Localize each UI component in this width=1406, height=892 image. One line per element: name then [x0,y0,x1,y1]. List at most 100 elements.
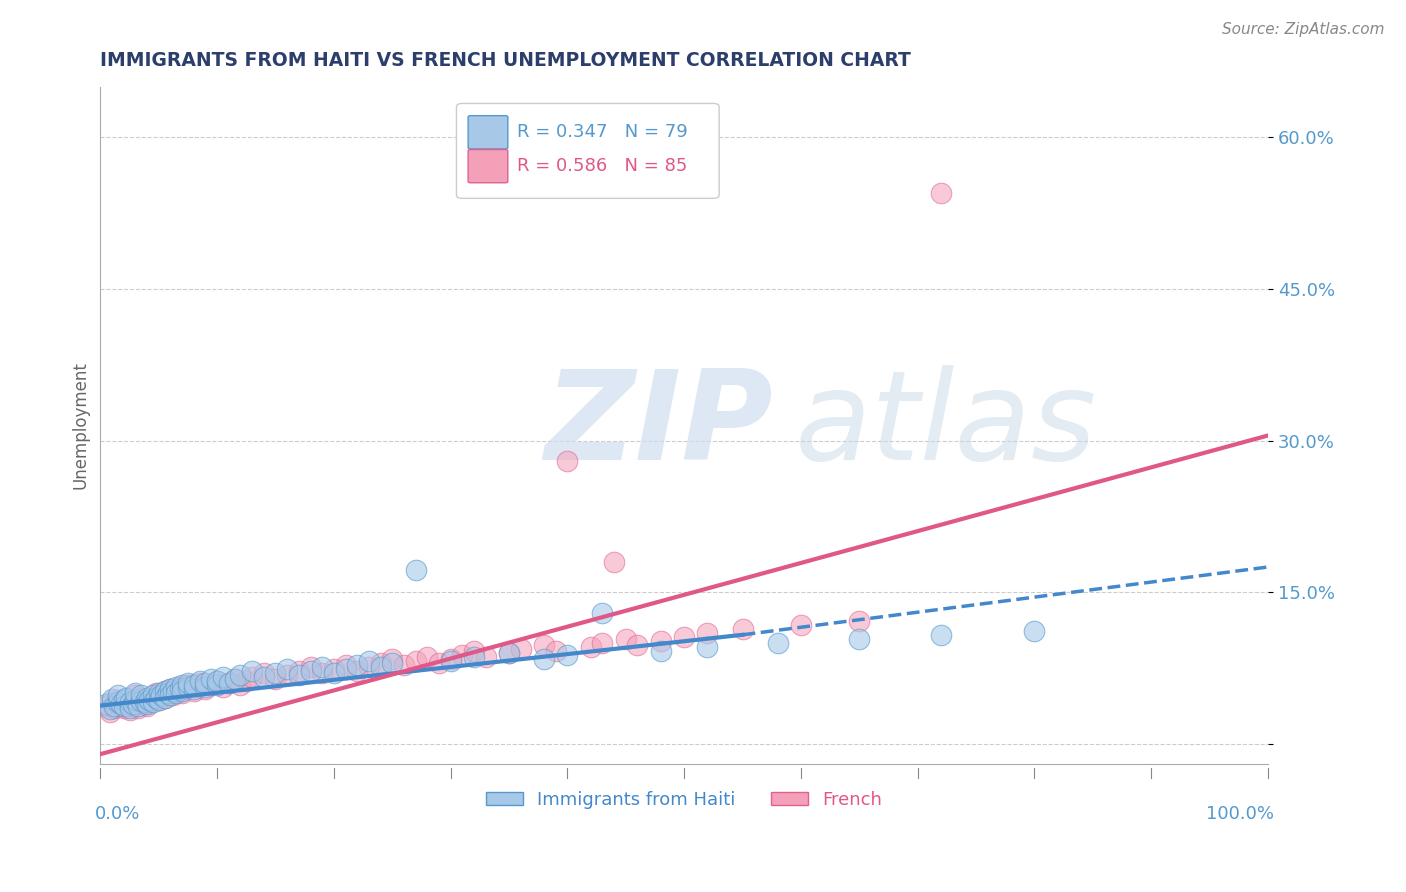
Point [136,697,159,711]
Point [127,698,149,713]
Point [165,684,187,698]
Point [848,614,870,628]
Point [439,652,461,666]
Point [498,646,520,660]
Point [357,660,380,674]
Point [370,656,392,670]
Point [405,654,427,668]
Point [212,670,235,684]
Point [229,678,252,692]
Point [136,690,159,705]
Point [463,650,485,665]
Point [235,674,257,689]
Point [346,664,368,678]
Point [107,692,129,706]
Point [188,674,211,689]
Point [381,656,404,670]
Point [276,662,298,676]
Point [157,686,180,700]
Point [288,668,311,682]
Point [288,664,311,678]
Point [696,640,718,654]
Point [159,682,181,697]
Point [162,689,184,703]
Point [439,654,461,668]
Point [276,668,298,682]
Text: Source: ZipAtlas.com: Source: ZipAtlas.com [1222,22,1385,37]
Point [591,636,613,650]
Point [848,632,870,646]
Point [96,697,118,711]
Point [142,694,165,708]
Point [205,674,228,689]
Point [299,664,322,678]
Point [224,673,246,687]
Point [172,684,194,698]
Point [96,698,118,713]
Point [129,696,152,710]
Point [134,697,156,711]
Point [150,689,173,703]
Point [124,692,146,706]
Point [112,700,135,714]
Point [509,642,531,657]
Point [107,694,129,708]
Point [153,684,176,698]
Point [790,617,813,632]
Point [194,681,217,695]
Point [311,660,333,674]
Text: 0.0%: 0.0% [94,805,139,823]
Point [264,666,287,681]
Point [112,692,135,706]
Point [579,640,602,654]
Point [138,694,160,708]
Point [177,678,200,692]
Point [148,689,170,703]
Point [153,690,176,705]
Point [118,697,141,711]
Legend: Immigrants from Haiti, French: Immigrants from Haiti, French [479,784,889,816]
Point [129,693,152,707]
Text: R = 0.586   N = 85: R = 0.586 N = 85 [517,157,688,175]
Point [357,654,380,668]
Point [544,644,567,658]
Point [145,690,167,705]
Point [194,682,217,697]
Point [165,686,187,700]
Point [169,682,191,697]
Point [427,656,450,670]
Point [124,689,146,703]
Point [159,682,181,697]
Point [172,686,194,700]
Point [212,681,235,695]
Point [153,690,176,705]
Point [650,644,672,658]
Point [603,555,626,569]
Point [159,689,181,703]
Point [129,690,152,705]
FancyBboxPatch shape [468,150,508,183]
Point [162,684,184,698]
Point [183,682,205,697]
FancyBboxPatch shape [457,103,718,198]
Point [115,690,138,705]
Point [218,676,240,690]
Point [205,678,228,692]
Point [194,676,217,690]
Point [142,690,165,705]
Point [1024,624,1046,638]
FancyBboxPatch shape [468,116,508,149]
Point [112,694,135,708]
Point [614,632,637,646]
Point [107,697,129,711]
Point [218,676,240,690]
Point [103,700,125,714]
Point [451,648,474,662]
Point [224,673,246,687]
Text: R = 0.347   N = 79: R = 0.347 N = 79 [517,123,688,141]
Point [136,692,159,706]
Point [157,686,180,700]
Point [673,630,696,644]
Point [929,186,952,200]
Point [311,666,333,681]
